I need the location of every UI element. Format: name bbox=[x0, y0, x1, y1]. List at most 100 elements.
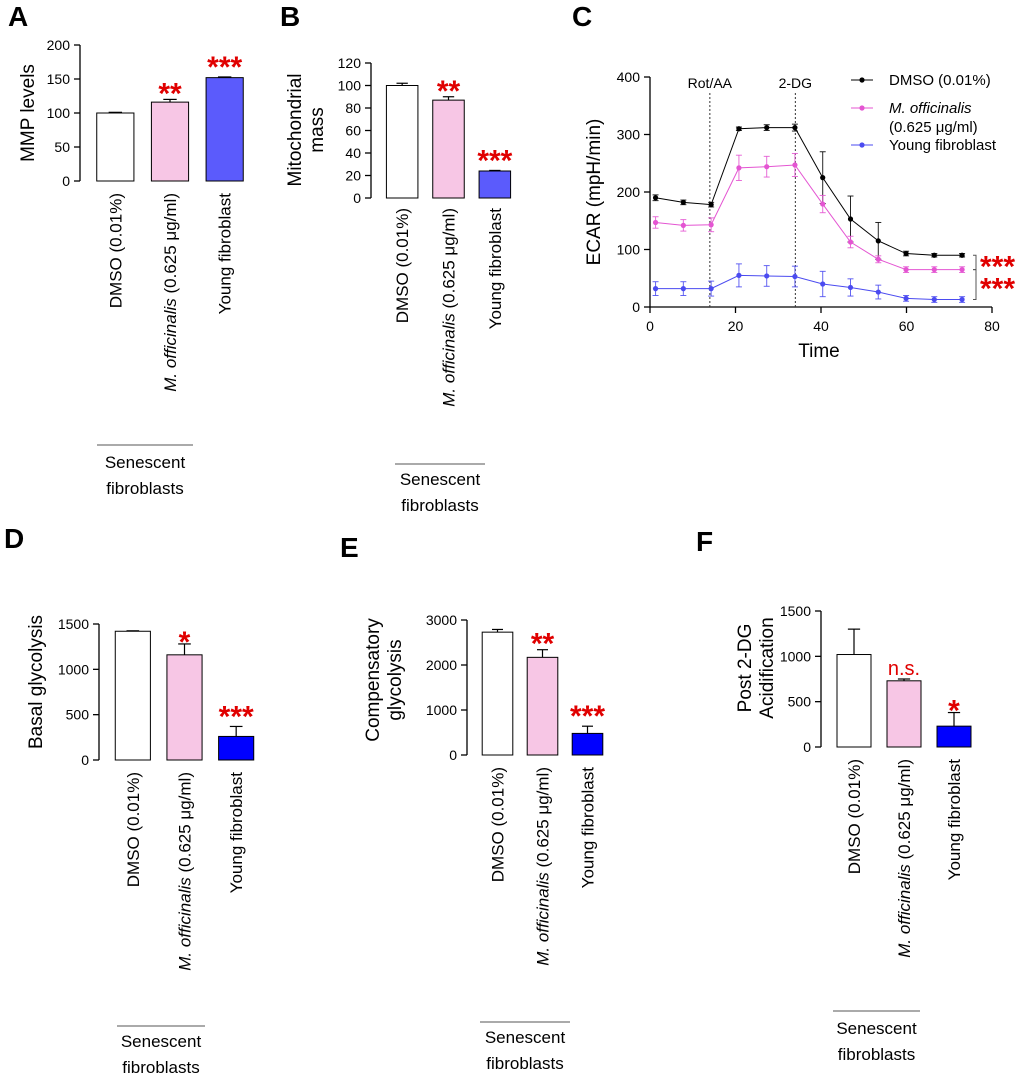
category-label: M. officinalis (0.625 μg/ml) bbox=[161, 193, 180, 392]
category-label: DMSO (0.01%) bbox=[124, 772, 143, 887]
y-tick-label: 0 bbox=[62, 173, 70, 189]
y-axis-label: Post 2-DGAcidification bbox=[735, 617, 778, 718]
y-axis-label-line: glycolysis bbox=[385, 639, 406, 720]
data-point bbox=[736, 126, 742, 132]
group-label-line1: Senescent bbox=[485, 1028, 566, 1047]
legend-entry: Young fibroblast bbox=[889, 137, 997, 154]
y-tick-label: 200 bbox=[47, 37, 71, 53]
significance-label: ** bbox=[158, 77, 182, 110]
y-tick-label: 1000 bbox=[780, 648, 811, 664]
category-label: M. officinalis (0.625 μg/ml) bbox=[534, 767, 553, 966]
data-point bbox=[764, 125, 770, 131]
data-point bbox=[875, 289, 881, 295]
series-line bbox=[655, 164, 963, 271]
series bbox=[652, 152, 966, 273]
data-point bbox=[875, 256, 881, 262]
data-point bbox=[903, 295, 909, 301]
data-point bbox=[959, 296, 965, 303]
y-axis-label-line: mass bbox=[307, 107, 328, 152]
group-label-line1: Senescent bbox=[121, 1032, 202, 1051]
bar bbox=[166, 654, 203, 761]
data-point bbox=[820, 201, 826, 207]
bracket bbox=[973, 254, 977, 271]
bar bbox=[936, 725, 972, 748]
y-tick-label: 100 bbox=[617, 242, 641, 258]
significance-label: n.s. bbox=[888, 658, 920, 680]
y-tick-label: 50 bbox=[54, 139, 70, 155]
y-tick-label: 1500 bbox=[58, 616, 89, 632]
legend-marker bbox=[859, 105, 865, 111]
y-axis-label: Basal glycolysis bbox=[26, 615, 47, 749]
y-axis-label-line: Basal glycolysis bbox=[26, 615, 47, 749]
data-point bbox=[792, 162, 798, 168]
x-tick-label: 80 bbox=[984, 318, 1000, 334]
significance-label: *** bbox=[980, 273, 1015, 306]
data-point bbox=[792, 273, 798, 280]
y-tick-label: 20 bbox=[345, 168, 361, 184]
y-axis-label: Compensatoryglycolysis bbox=[363, 618, 406, 742]
category-label-rest: (0.625 μg/ml) bbox=[534, 767, 553, 872]
data-point bbox=[820, 281, 826, 287]
x-axis-label: Time bbox=[798, 341, 840, 362]
y-tick-label: 100 bbox=[338, 78, 362, 94]
y-axis-label-line: MMP levels bbox=[18, 64, 39, 162]
y-tick-label: 500 bbox=[66, 707, 90, 723]
significance-label: *** bbox=[219, 700, 254, 733]
category-label: M. officinalis (0.625 μg/ml) bbox=[895, 759, 914, 958]
bar bbox=[571, 732, 604, 756]
legend: DMSO (0.01%) M. officinalis (0.625 μg/ml)Y… bbox=[851, 72, 997, 154]
bar bbox=[886, 680, 922, 748]
panel-label: D bbox=[4, 523, 24, 554]
data-point bbox=[847, 216, 854, 222]
group-label-line2: fibroblasts bbox=[106, 479, 183, 498]
legend-entry: (0.625 μg/ml) bbox=[889, 119, 978, 136]
data-point bbox=[680, 286, 686, 292]
significance-label: *** bbox=[980, 250, 1015, 283]
y-tick-label: 400 bbox=[617, 69, 641, 85]
panel-E: E 0 1000 2000 3000 Compensatoryglycolysis DMSO… bbox=[340, 532, 605, 1073]
significance-label: ** bbox=[437, 75, 461, 108]
y-tick-label: 2000 bbox=[426, 657, 457, 673]
data-point bbox=[736, 272, 742, 278]
data-point bbox=[736, 165, 742, 171]
group-label-line1: Senescent bbox=[105, 453, 186, 472]
y-tick-label: 0 bbox=[803, 739, 811, 755]
y-tick-label: 0 bbox=[353, 190, 361, 206]
data-point bbox=[708, 286, 714, 292]
bar bbox=[114, 630, 151, 761]
category-label-italic: M. officinalis bbox=[895, 864, 914, 958]
panel-A: A 0 50 100 150 200 MMP levels DMSO (0.01%) ** M. … bbox=[8, 1, 244, 498]
data-point bbox=[708, 222, 714, 228]
injection-label: Rot/AA bbox=[688, 75, 733, 91]
significance-label: * bbox=[948, 695, 960, 728]
legend-marker bbox=[859, 142, 865, 148]
significance-label: * bbox=[179, 626, 191, 659]
panel-label: C bbox=[572, 1, 592, 32]
bar bbox=[96, 112, 135, 182]
y-tick-label: 500 bbox=[788, 694, 812, 710]
series-line bbox=[655, 274, 963, 301]
y-tick-label: 100 bbox=[47, 105, 71, 121]
bar bbox=[836, 654, 872, 748]
bar bbox=[205, 77, 244, 182]
x-tick-label: 20 bbox=[728, 318, 744, 334]
panel-label: F bbox=[696, 526, 713, 557]
bar bbox=[526, 656, 559, 756]
panel-label: E bbox=[340, 532, 359, 563]
bracket bbox=[973, 269, 977, 301]
group-label-line2: fibroblasts bbox=[838, 1045, 915, 1064]
group-label-line2: fibroblasts bbox=[122, 1058, 199, 1077]
category-label: Young fibroblast bbox=[227, 772, 246, 894]
data-point bbox=[652, 286, 659, 292]
group-label-line1: Senescent bbox=[836, 1019, 917, 1038]
group-label-line1: Senescent bbox=[400, 470, 481, 489]
y-axis-label-line: Mitochondrial bbox=[285, 74, 306, 187]
group-label-line2: fibroblasts bbox=[486, 1054, 563, 1073]
category-label: DMSO (0.01%) bbox=[845, 759, 864, 874]
category-label: Young fibroblast bbox=[486, 208, 505, 330]
category-label: Young fibroblast bbox=[579, 767, 598, 889]
data-point bbox=[903, 250, 909, 257]
y-tick-label: 0 bbox=[81, 752, 89, 768]
